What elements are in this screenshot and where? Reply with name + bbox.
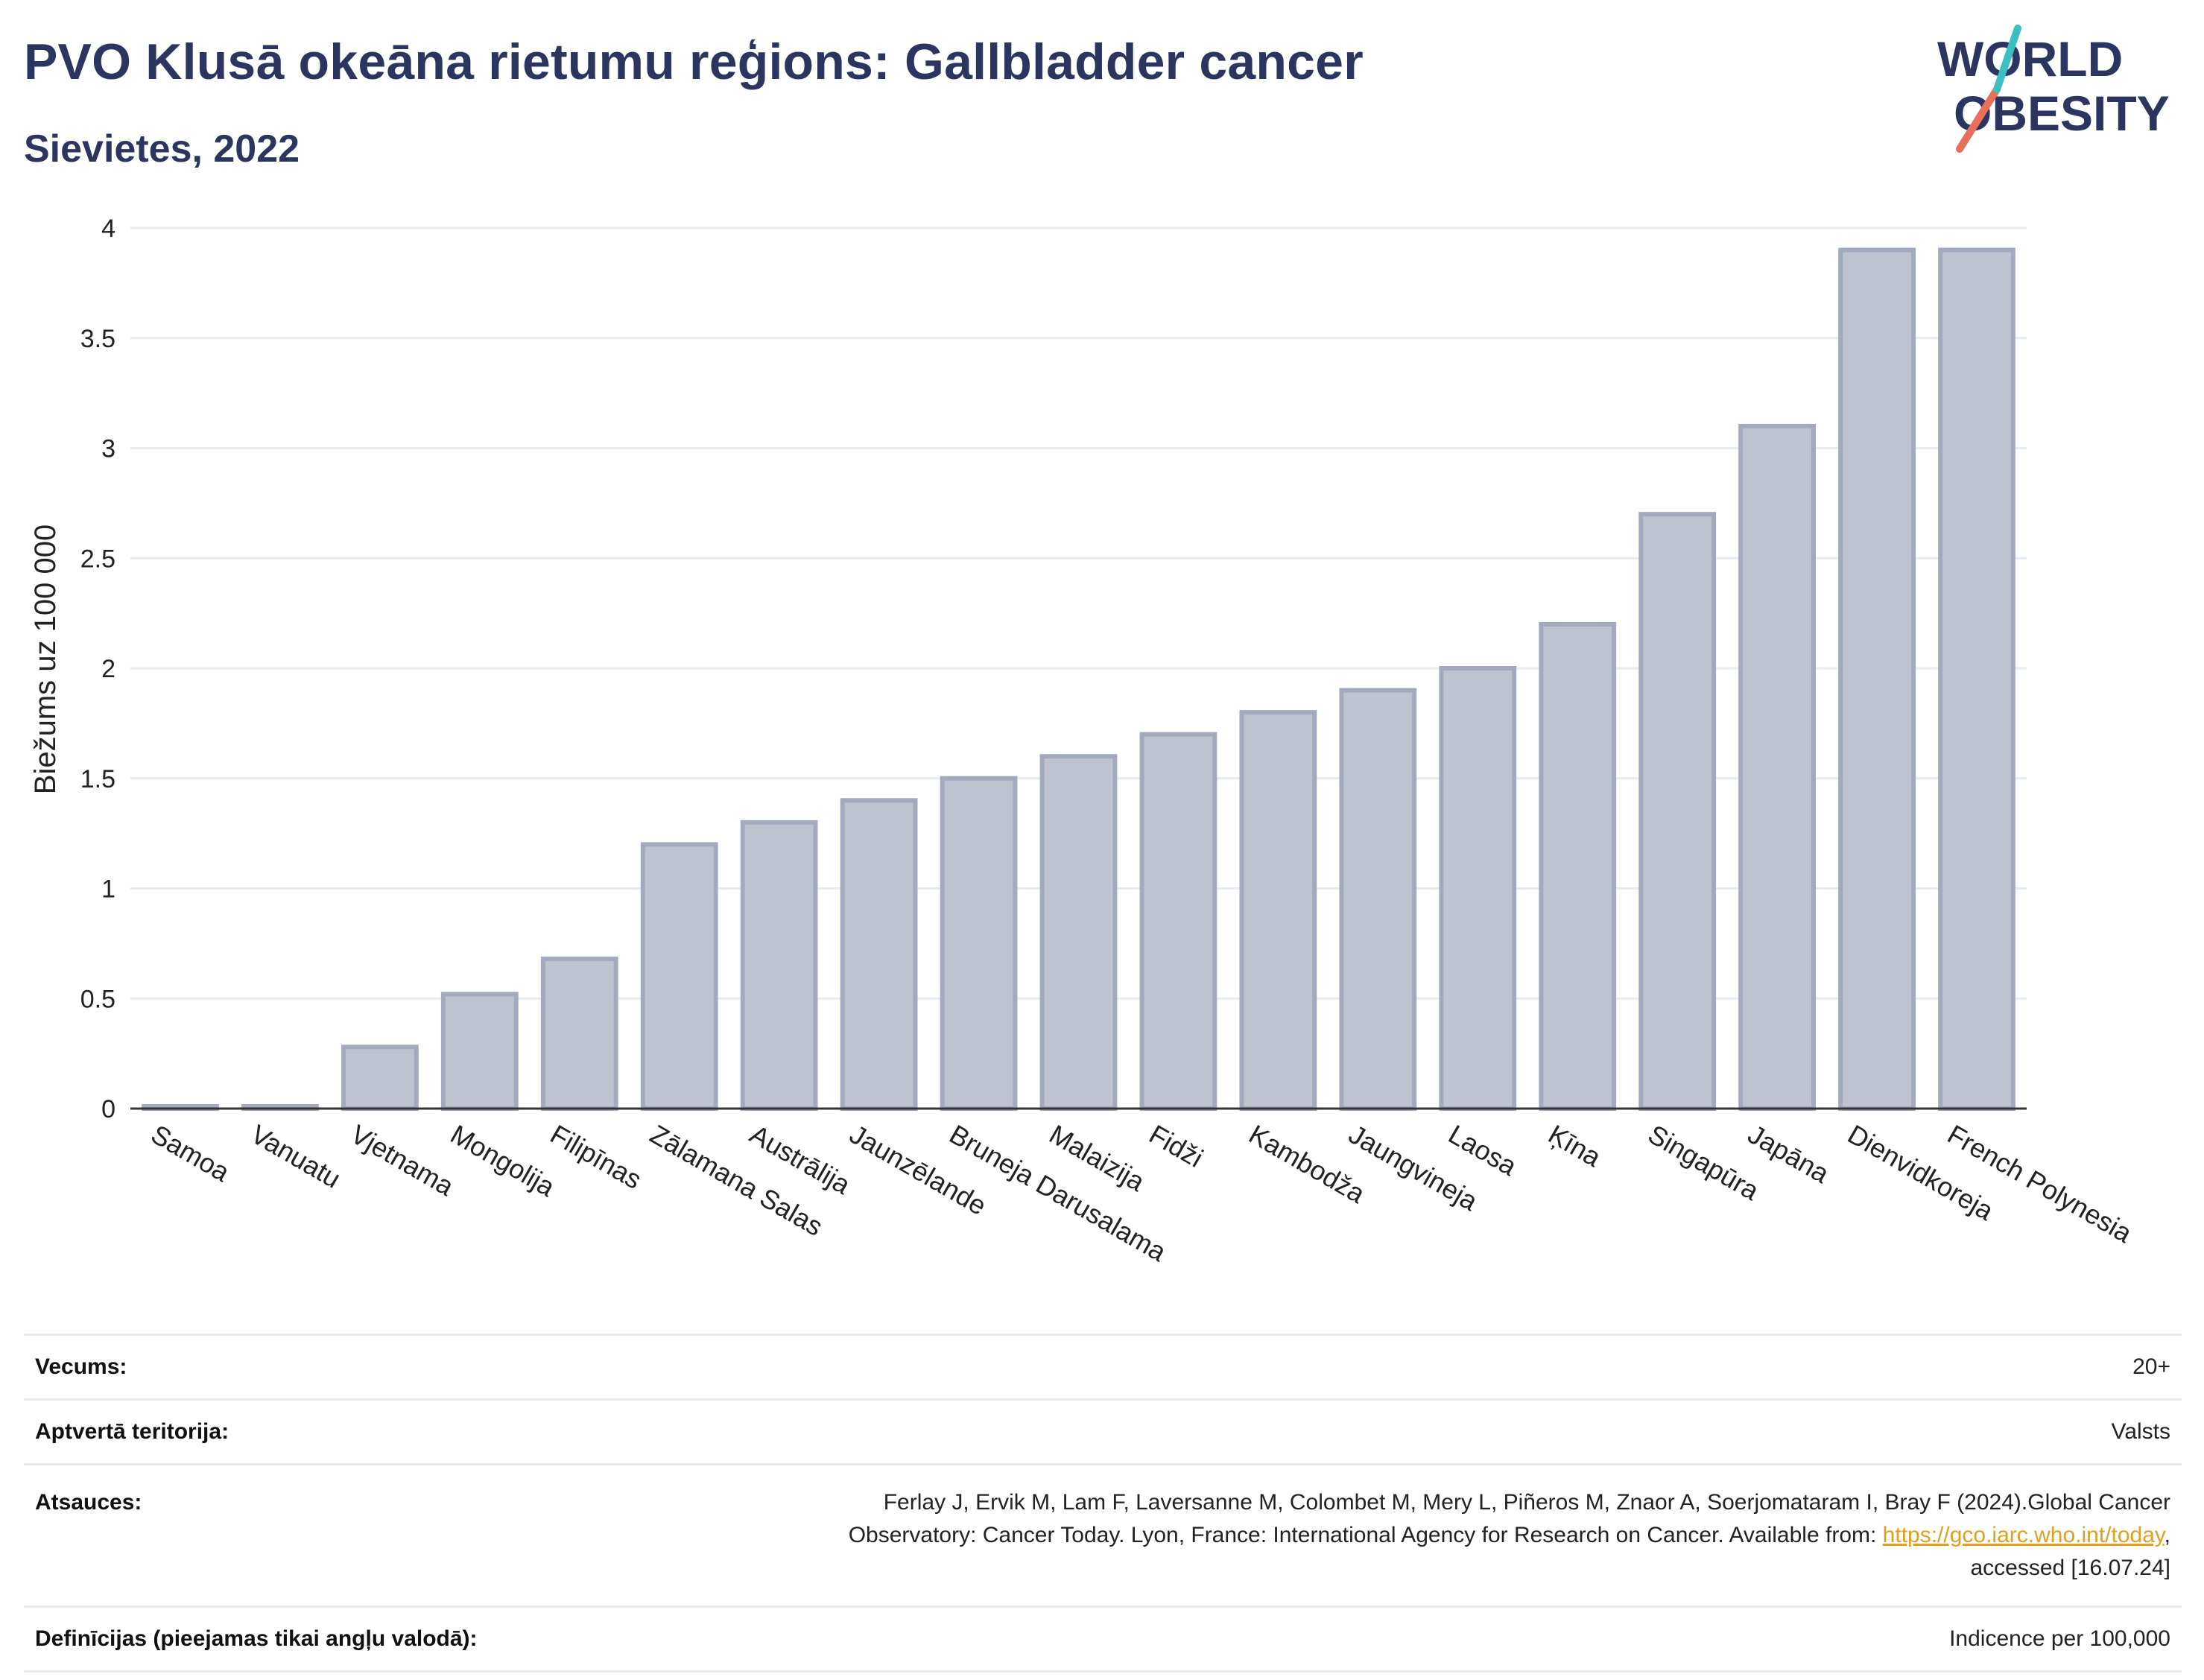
refs-line2-end: , [2164, 1523, 2170, 1547]
refs-value: Ferlay J, Ervik M, Lam F, Laversanne M, … [849, 1486, 2170, 1585]
bar-bruneja-darusalama [940, 776, 1018, 1111]
bars [142, 247, 2015, 1112]
y-tick-label: 0 [101, 1095, 115, 1123]
bar-japāna [1738, 423, 1817, 1111]
y-tick-label: 1.5 [80, 765, 115, 793]
coverage-value: Valsts [2111, 1419, 2170, 1444]
age-label: Vecums: [35, 1354, 127, 1379]
x-tick-label: Fidži [1144, 1118, 1208, 1173]
x-tick-label: Vjetnama [346, 1118, 460, 1202]
bar-laosa [1439, 666, 1517, 1111]
info-row-age: Vecums: 20+ [24, 1334, 2182, 1398]
refs-link[interactable]: https://gco.iarc.who.int/today [1882, 1523, 2165, 1547]
age-value: 20+ [2132, 1354, 2170, 1379]
y-axis-ticks: 0 0.5 1 1.5 2 2.5 3 3.5 4 [80, 215, 115, 1123]
logo-slash-red [1956, 86, 2001, 153]
refs-line3: accessed [16.07.24] [1970, 1556, 2170, 1580]
bar-dienvidkoreja [1838, 247, 1916, 1111]
refs-line1: Ferlay J, Ervik M, Lam F, Laversanne M, … [883, 1490, 2170, 1515]
page-subtitle: Sievietes, 2022 [24, 127, 300, 171]
x-tick-label: Singapūra [1643, 1118, 1764, 1206]
x-tick-label: Ķīna [1543, 1118, 1606, 1173]
x-tick-label: Filipīnas [545, 1118, 647, 1195]
logo-slash-teal [1993, 25, 2021, 93]
y-tick-label: 3 [101, 435, 115, 463]
y-tick-label: 1 [101, 875, 115, 904]
x-tick-label: Laosa [1443, 1118, 1522, 1182]
bar-kambodža [1239, 710, 1317, 1111]
bar-singapūra [1638, 512, 1717, 1111]
info-table: Vecums: 20+ Aptvertā teritorija: Valsts … [24, 1334, 2182, 1673]
bar-mongolija [440, 992, 519, 1111]
coverage-label: Aptvertā teritorija: [35, 1419, 229, 1444]
y-axis-label: Biežums uz 100 000 [29, 524, 62, 794]
bar-chart: 0 0.5 1 1.5 2 2.5 3 3.5 4 Samoa Vanuatu VjetnamaMo… [29, 215, 2138, 1268]
x-axis-labels: Samoa Vanuatu VjetnamaMongolijaFilipīnasZā… [146, 1118, 2138, 1267]
def-value: Indicence per 100,000 [1949, 1626, 2170, 1651]
def-label: Definīcijas (pieejamas tikai angļu valod… [35, 1626, 478, 1651]
info-row-coverage: Aptvertā teritorija: Valsts [24, 1398, 2182, 1463]
y-tick-label: 0.5 [80, 985, 115, 1013]
bar-ķīna [1539, 621, 1617, 1111]
info-row-references: Atsauces: Ferlay J, Ervik M, Lam F, Lave… [24, 1463, 2182, 1605]
x-tick-label: Mongolija [446, 1118, 561, 1202]
page-title: PVO Klusā okeāna rietumu reģions: Gallbl… [24, 34, 1364, 90]
refs-line2: Observatory: Cancer Today. Lyon, France:… [848, 1523, 1883, 1547]
bar-jaungvineja [1339, 688, 1417, 1111]
x-tick-label: Samoa [146, 1118, 235, 1188]
bar-fidži [1139, 732, 1217, 1112]
y-tick-label: 3.5 [80, 325, 115, 353]
y-tick-label: 2.5 [80, 545, 115, 573]
x-tick-label: Vanuatu [246, 1118, 346, 1194]
bar-jaunzēlande [840, 798, 918, 1112]
bar-austrālija [740, 820, 818, 1111]
refs-label: Atsauces: [35, 1490, 142, 1515]
logo-line1: WORLD [1937, 31, 2123, 86]
info-row-definitions: Definīcijas (pieejamas tikai angļu valod… [24, 1605, 2182, 1673]
y-tick-label: 2 [101, 655, 115, 683]
y-tick-label: 4 [101, 215, 115, 243]
bar-malaizija [1039, 754, 1118, 1111]
x-tick-label: Zālamana Salas [645, 1118, 829, 1242]
bar-zālamana-salas [640, 842, 718, 1112]
bar-filipīnas [540, 957, 618, 1112]
bar-french-polynesia [1938, 247, 2015, 1111]
world-obesity-logo: WORLD OBESITY [1937, 25, 2170, 153]
bar-vjetnama [341, 1045, 419, 1112]
